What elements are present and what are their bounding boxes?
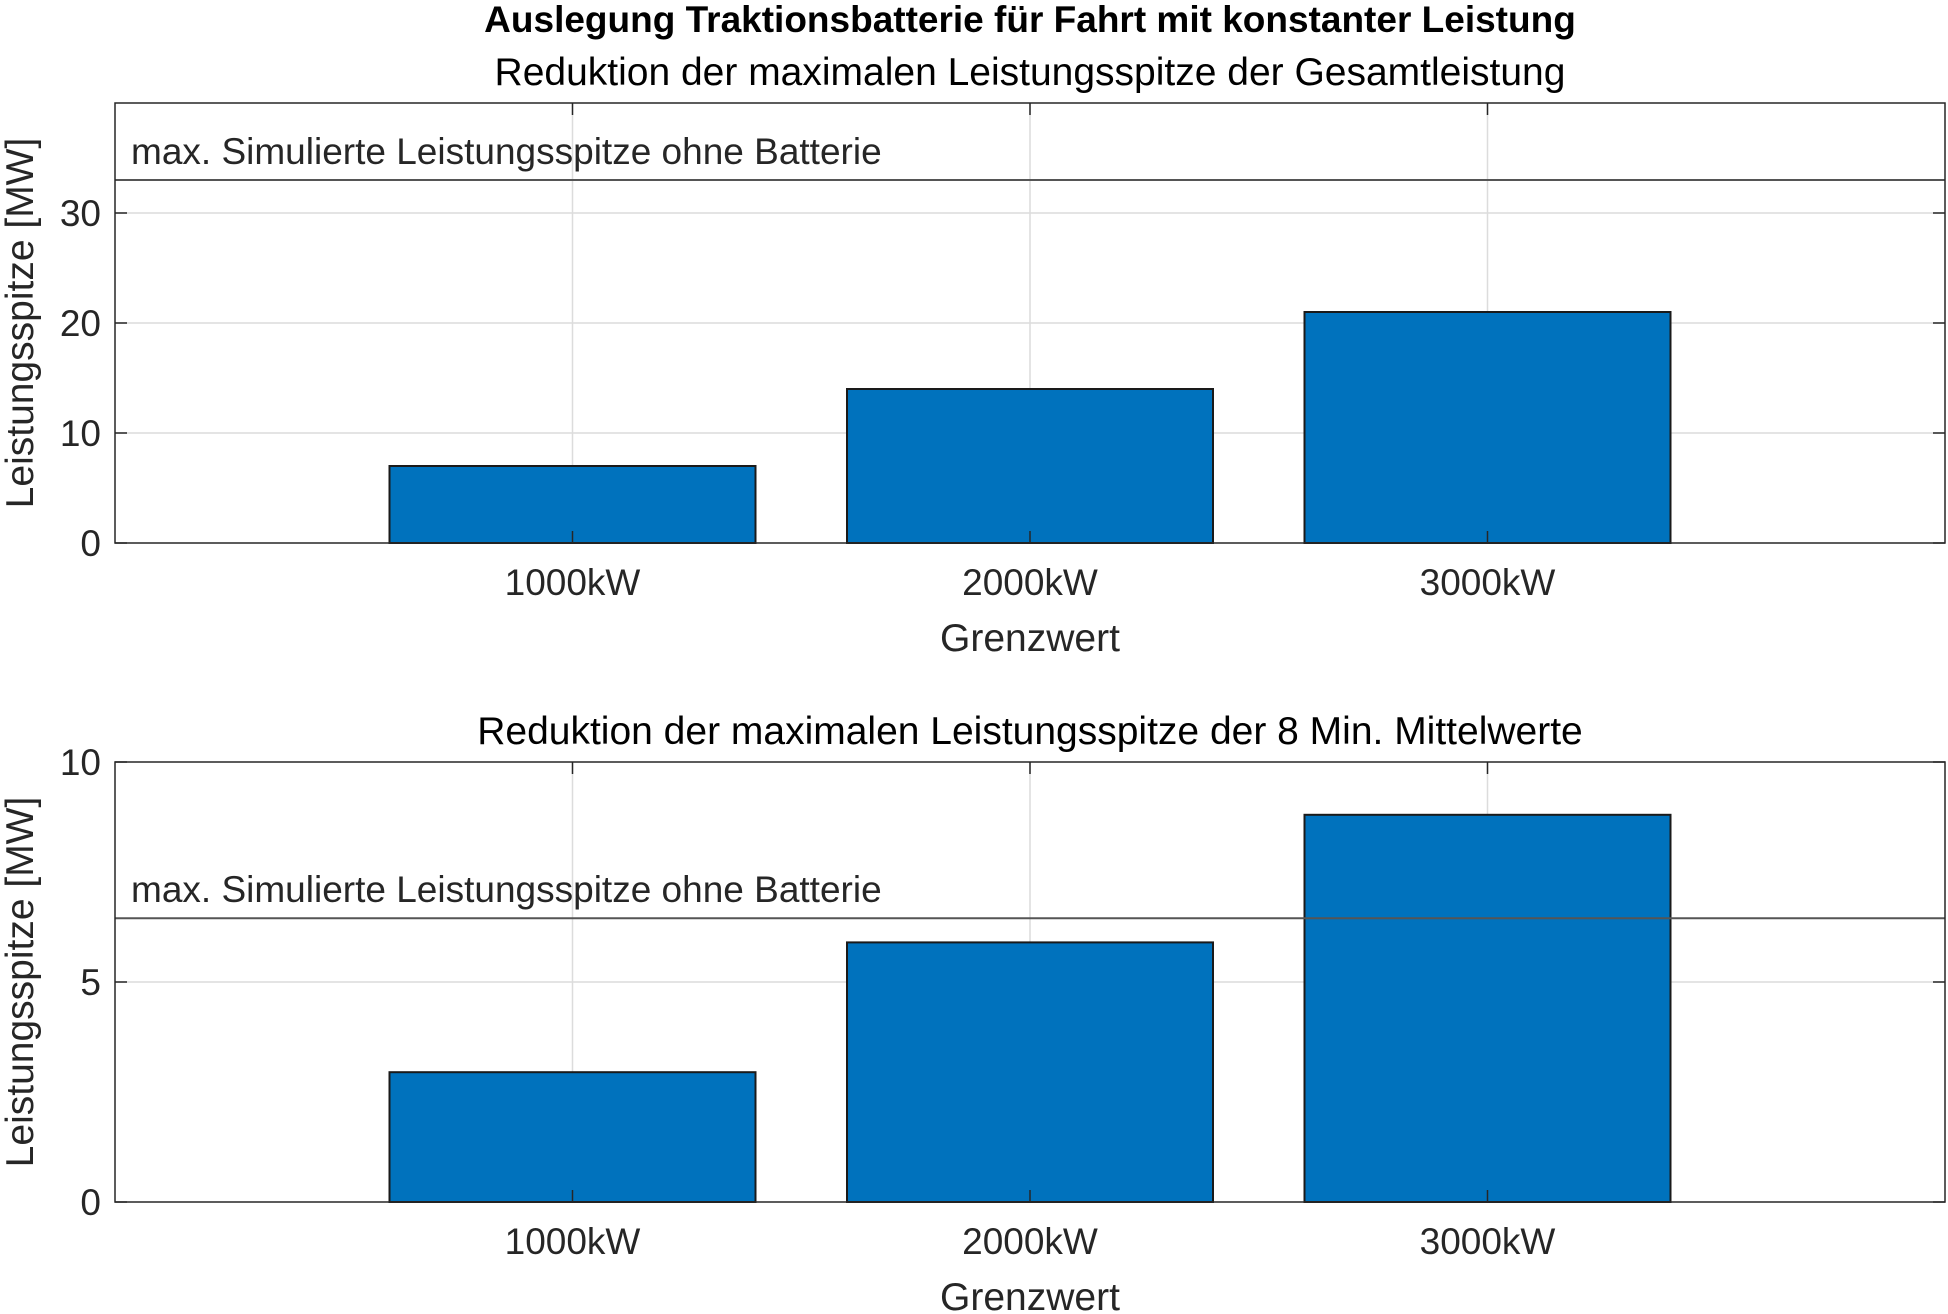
chart-1-ylabel: Leistungsspitze [MW] [0,797,42,1168]
chart-total-power: max. Simulierte Leistungsspitze ohne Bat… [0,51,1946,660]
chart-1-xtick-label-1: 2000kW [962,1221,1098,1262]
chart-1-xtick-label-0: 1000kW [505,1221,641,1262]
chart-0-xtick-label-2: 3000kW [1420,562,1556,603]
figure-suptitle: Auslegung Traktionsbatterie für Fahrt mi… [484,0,1576,40]
chart-1-xtick-label-2: 3000kW [1420,1221,1556,1262]
chart-0-bar-0 [388,465,757,544]
chart-1-bar-1 [846,941,1214,1204]
chart-0-ytick-label-2: 20 [60,303,101,344]
chart-0-ytick-label-3: 30 [60,193,101,234]
chart-0-xlabel: Grenzwert [940,617,1120,660]
chart-1-ytick-label-1: 5 [80,962,101,1003]
chart-1-ytick-label-0: 0 [80,1182,101,1223]
chart-0-title: Reduktion der maximalen Leistungsspitze … [495,51,1566,94]
chart-0-reference-label: max. Simulierte Leistungsspitze ohne Bat… [131,131,882,172]
chart-0-ticks: 0 10 20 30 1000kW 2000kW 3000kW [60,103,1945,603]
chart-1-bars [388,813,1672,1204]
chart-1-ytick-label-2: 10 [60,742,101,783]
chart-1-ticks: 0 5 10 1000kW 2000kW 3000kW [60,742,1945,1262]
chart-1-bar-2 [1303,813,1672,1203]
chart-0-bar-1 [846,388,1214,544]
chart-1-xlabel: Grenzwert [940,1276,1120,1314]
chart-0-ytick-label-1: 10 [60,413,101,454]
chart-0-xtick-label-0: 1000kW [505,562,641,603]
chart-0-bar-2 [1303,311,1672,544]
chart-0-ylabel: Leistungsspitze [MW] [0,138,42,509]
chart-1-bar-0 [388,1071,757,1203]
chart-0-ytick-label-0: 0 [80,523,101,564]
chart-1-reference-label: max. Simulierte Leistungsspitze ohne Bat… [131,869,882,910]
chart-0-bars [388,311,1672,544]
chart-8min-average: max. Simulierte Leistungsspitze ohne Bat… [0,710,1946,1314]
chart-1-title: Reduktion der maximalen Leistungsspitze … [477,710,1583,753]
chart-0-xtick-label-1: 2000kW [962,562,1098,603]
